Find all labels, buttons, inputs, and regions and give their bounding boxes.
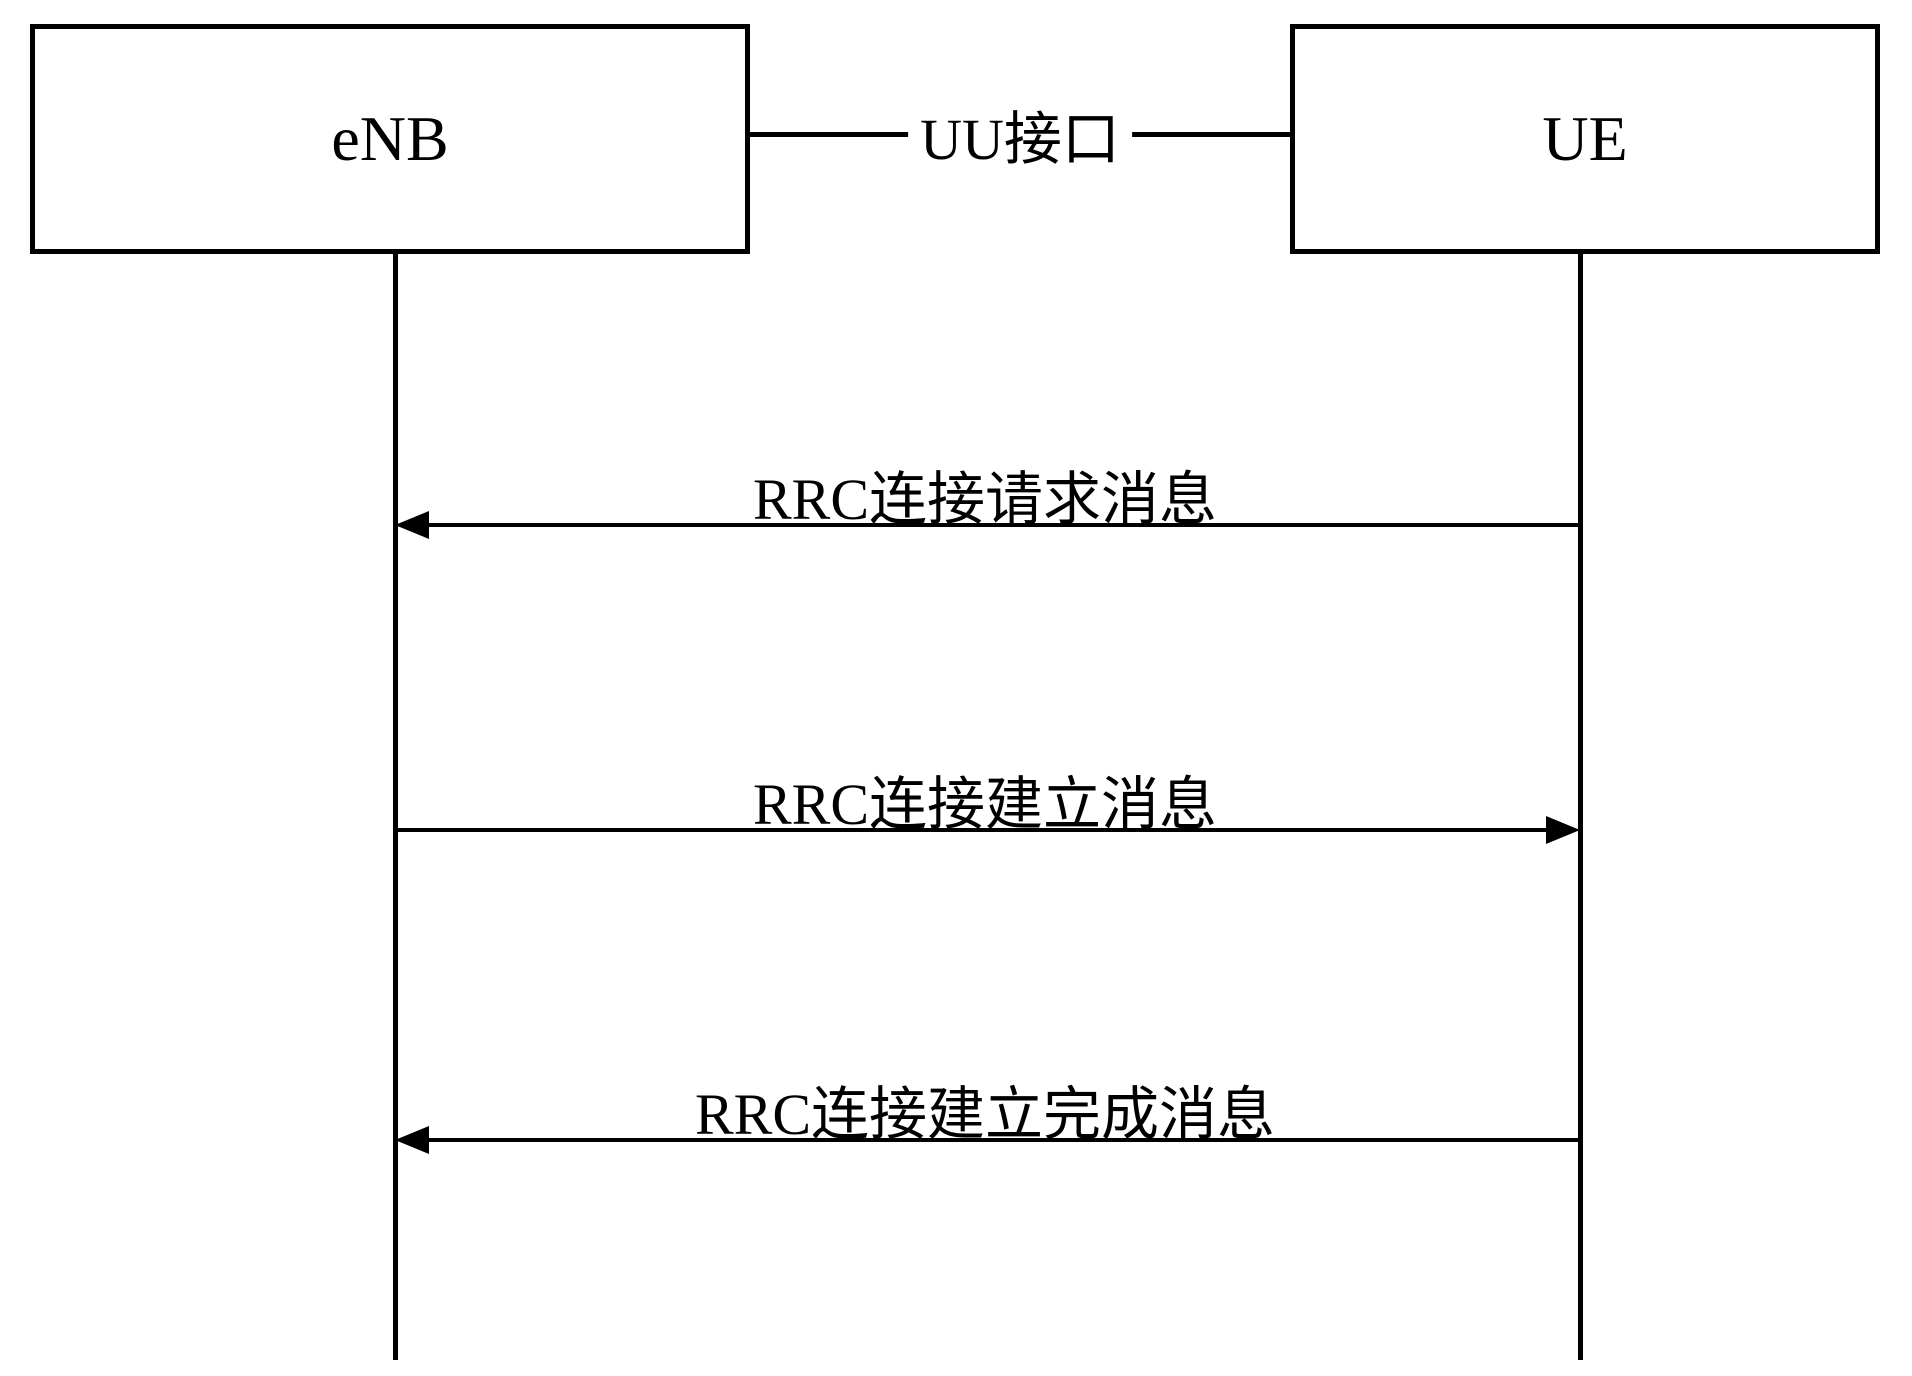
node-enb-label: eNB — [331, 102, 448, 176]
message-label: RRC连接请求消息 — [753, 452, 1217, 536]
message-label: RRC连接建立消息 — [753, 757, 1217, 841]
node-ue: UE — [1290, 24, 1880, 254]
node-ue-label: UE — [1542, 102, 1627, 176]
interface-label: UU接口 — [908, 92, 1132, 176]
arrow-head-icon — [1546, 816, 1580, 844]
lifeline-ue — [1578, 254, 1583, 1360]
message-label: RRC连接建立完成消息 — [695, 1067, 1275, 1151]
arrow-head-icon — [395, 1126, 429, 1154]
lifeline-enb — [393, 254, 398, 1360]
node-enb: eNB — [30, 24, 750, 254]
arrow-head-icon — [395, 511, 429, 539]
sequence-diagram: eNB UE UU接口 RRC连接请求消息 RRC连接建立消息 RRC连接建立完成消… — [0, 0, 1912, 1376]
